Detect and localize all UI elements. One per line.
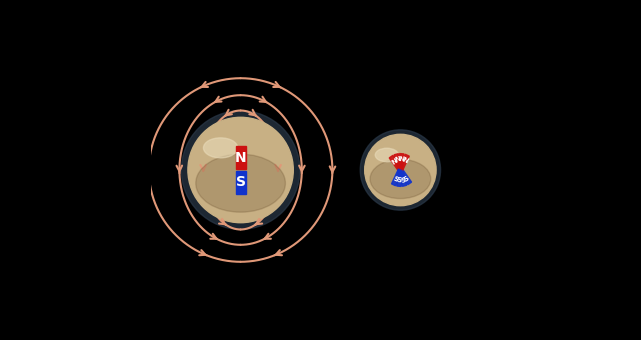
Ellipse shape (365, 134, 436, 206)
Polygon shape (394, 154, 403, 171)
Ellipse shape (181, 111, 300, 229)
Polygon shape (389, 155, 402, 171)
Polygon shape (397, 170, 403, 186)
Text: S: S (400, 177, 406, 184)
Ellipse shape (360, 130, 440, 210)
Ellipse shape (370, 159, 431, 199)
Text: N: N (401, 156, 409, 164)
Bar (235, 146, 246, 169)
Text: N: N (394, 156, 401, 164)
Text: S: S (392, 176, 399, 183)
Ellipse shape (375, 148, 399, 162)
Text: S: S (397, 177, 402, 184)
Polygon shape (398, 154, 404, 170)
Text: S: S (403, 175, 410, 183)
Ellipse shape (188, 117, 294, 223)
Polygon shape (399, 169, 412, 185)
Ellipse shape (203, 138, 238, 158)
Text: N: N (398, 156, 404, 163)
Polygon shape (398, 169, 407, 186)
Bar (235, 171, 246, 194)
Polygon shape (399, 154, 410, 171)
Text: N: N (235, 151, 246, 165)
Polygon shape (392, 169, 403, 186)
Text: S: S (236, 175, 246, 189)
Ellipse shape (196, 154, 285, 212)
Text: N: N (390, 157, 399, 166)
